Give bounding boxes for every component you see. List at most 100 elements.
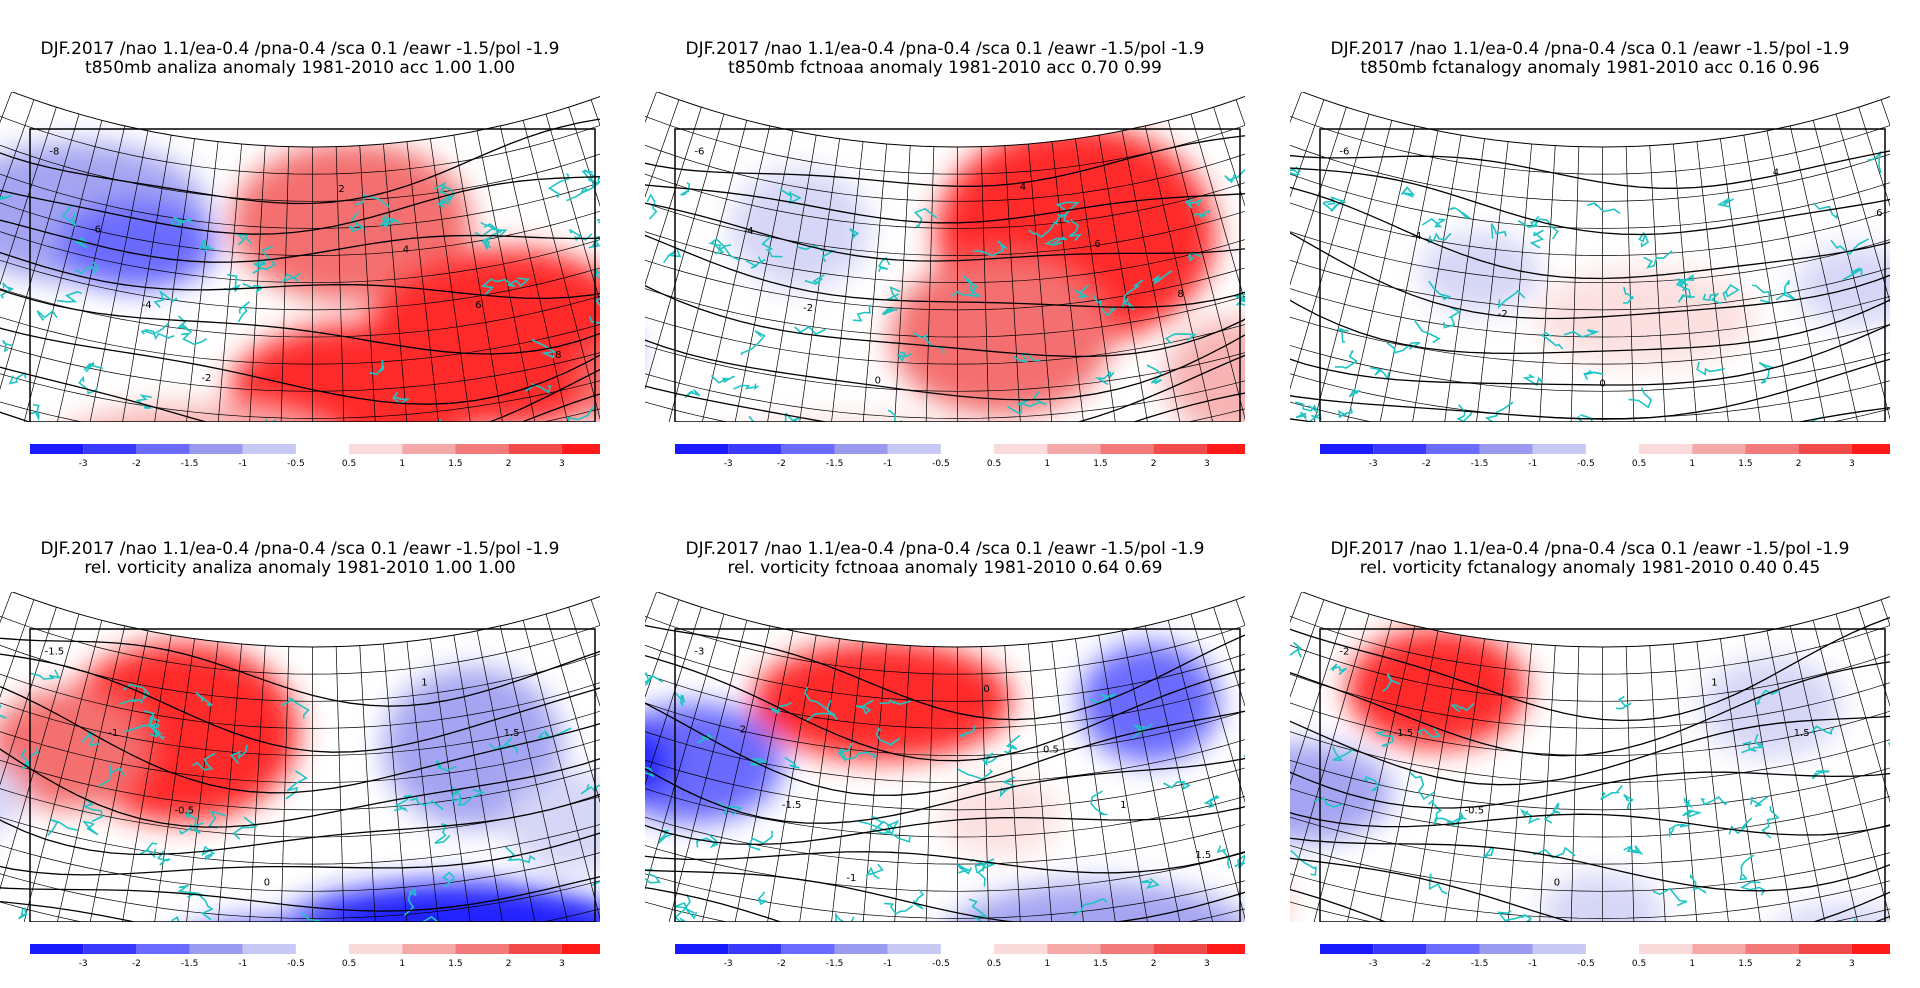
contour-label: 2 [338,184,344,195]
colorbar-swatch [455,444,509,454]
contour-label-group: -8-6-4-20246810 [49,146,561,384]
map-svg: -6-4-20246810 [645,92,1245,422]
map-panel-vorticity-fctanalogy: DJF.2017 /nao 1.1/ea-0.4 /pna-0.4 /sca 0… [1290,540,1890,980]
colorbar-tick-label: -3 [724,459,733,469]
colorbar-swatch [781,444,835,454]
colorbar-swatch [402,944,456,954]
contour-label-group: -2-1.5-0.500.511.52 [1339,646,1810,888]
contour-label: -2 [201,373,211,384]
colorbar-tick-label: 1 [1044,959,1050,969]
colorbar-tick-label: -0.5 [287,959,305,969]
contour-label: -2 [1498,309,1508,320]
colorbar-swatch [994,944,1048,954]
colorbar-swatch [675,944,729,954]
colorbar-tick-label: 3 [1204,459,1210,469]
colorbar-swatch [349,944,403,954]
contour-label: -2 [736,724,746,735]
contour-label: -1 [108,728,118,739]
colorbar-swatch [675,444,729,454]
colorbar-swatch [1320,944,1374,954]
contour-label: -2 [803,303,813,314]
panel-title-line2: rel. vorticity fctanalogy anomaly 1981-2… [1359,558,1821,578]
colorbar-swatch [1585,444,1640,454]
panel-title-line1: DJF.2017 /nao 1.1/ea-0.4 /pna-0.4 /sca 0… [1330,539,1850,559]
colorbar-tick-label: 2 [1796,959,1802,969]
anomaly-shading: -8-6-4-20246810 [0,92,600,422]
contour-label: -1.5 [782,800,802,811]
colorbar-swatch [402,444,456,454]
colorbar-tick-label: 3 [559,459,565,469]
panel-title-line1: DJF.2017 /nao 1.1/ea-0.4 /pna-0.4 /sca 0… [1330,39,1850,59]
contour-lines [645,125,1245,422]
colorbar-swatch [1047,944,1101,954]
contour-label: 0 [1554,877,1560,888]
anomaly-shading: -2-1.5-0.500.511.52 [1290,592,1890,922]
colorbar-tick-label: 1 [399,959,405,969]
contour-label: 1.5 [504,728,520,739]
colorbar-swatch [1692,944,1746,954]
anomaly-blob [266,881,600,922]
colorbar-swatch [1153,944,1207,954]
colorbar: -3 -2 -1.5 -1 -0.5 0.5 1 1.5 2 3 [645,440,1245,472]
map-frame: -6-4-20246810 [645,92,1245,422]
contour-label: 1.5 [1195,850,1211,861]
panel-title: DJF.2017 /nao 1.1/ea-0.4 /pna-0.4 /sca 0… [0,40,600,78]
coastline [646,165,1245,422]
colorbar-swatch [83,444,137,454]
sector-outline [1301,592,1890,648]
colorbar-tick-label: 1 [1689,459,1695,469]
map-frame: -6-4-20246 [1290,92,1890,422]
contour-label: 1.5 [1794,728,1810,739]
colorbar-svg: -3 -2 -1.5 -1 -0.5 0.5 1 1.5 2 3 [30,944,600,969]
map-border [674,128,1241,422]
contour-label: 6 [1876,208,1882,219]
panel-title-line2: rel. vorticity fctnoaa anomaly 1981-2010… [727,558,1163,578]
contour-label: 0.5 [1043,745,1059,756]
lat-lon-grid [0,92,600,422]
contour-label: -0.5 [1465,806,1485,817]
anomaly-shading: -6-4-20246 [1290,92,1890,422]
map-frame: -3-2-1.5-1-0.500.511.52 [645,592,1245,922]
colorbar-tick-label: 3 [559,959,565,969]
map-frame: -2-1.5-0.500.511.52 [1290,592,1890,922]
map-svg: -1.5-1-0.500.511.52 [0,592,600,922]
colorbar-swatch [189,444,243,454]
colorbar-swatch [781,944,835,954]
colorbar-tick-label: 0.5 [1632,959,1646,969]
anomaly-shading: -1.5-1-0.500.511.52 [0,592,600,922]
colorbar-swatch [30,944,84,954]
lat-lon-grid [645,592,1245,922]
coastline [0,169,600,422]
map-svg: -6-4-20246 [1290,92,1890,422]
colorbar-tick-label: -3 [1369,459,1378,469]
lat-lon-grid [1290,592,1890,922]
colorbar-tick-label: 2 [1151,459,1157,469]
colorbar-swatch [1153,444,1207,454]
anomaly-blob [941,881,1245,922]
colorbar-tick-label: 0.5 [987,959,1001,969]
contour-label: 8 [555,350,561,361]
colorbar-swatch [887,444,941,454]
colorbar-swatch [834,944,888,954]
colorbar-tick-label: -1.5 [1471,959,1489,969]
colorbar-swatch [1373,444,1427,454]
contour-label: 1 [1120,800,1126,811]
colorbar-tick-label: 1.5 [1093,459,1107,469]
colorbar-swatch [1745,944,1799,954]
contour-label: -0.5 [175,806,195,817]
colorbar-swatch [83,944,137,954]
colorbar-swatch [455,944,509,954]
colorbar-svg: -3 -2 -1.5 -1 -0.5 0.5 1 1.5 2 3 [30,444,600,469]
sector-outline [11,592,600,648]
colorbar-swatch [834,444,888,454]
panel-title-line2: t850mb analiza anomaly 1981-2010 acc 1.0… [84,58,516,78]
map-border [29,628,596,922]
colorbar-swatch [30,444,84,454]
colorbar-swatch [1532,944,1586,954]
contour-lines [0,621,600,922]
colorbar-tick-label: -1 [1528,959,1537,969]
colorbar-swatch [136,944,190,954]
sector-outline [656,92,1245,148]
colorbar-tick-label: 0.5 [342,959,356,969]
colorbar-tick-label: 2 [1796,459,1802,469]
